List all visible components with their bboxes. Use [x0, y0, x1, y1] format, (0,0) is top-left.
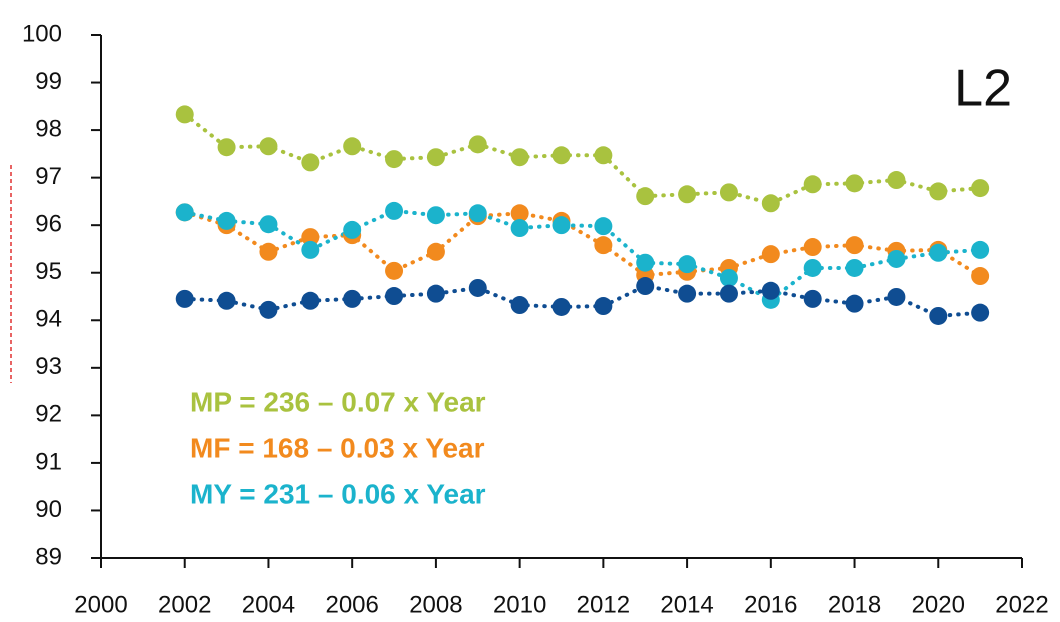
- data-point: [761, 281, 780, 300]
- data-point: [175, 105, 194, 124]
- data-point: [719, 268, 738, 287]
- data-point: [468, 204, 487, 223]
- y-tick-label: 90: [35, 496, 62, 523]
- data-point: [845, 236, 864, 255]
- data-point: [971, 303, 990, 322]
- data-point: [468, 278, 487, 297]
- y-tick-label: 95: [35, 258, 62, 285]
- data-point: [259, 215, 278, 234]
- data-point: [845, 294, 864, 313]
- y-tick-label: 96: [35, 211, 62, 238]
- data-point: [175, 203, 194, 222]
- data-point: [761, 194, 780, 213]
- data-point: [594, 146, 613, 165]
- x-tick-label: 2018: [828, 591, 881, 618]
- y-tick-label: 98: [35, 115, 62, 142]
- data-point: [887, 287, 906, 306]
- data-point: [929, 243, 948, 262]
- data-point: [845, 258, 864, 277]
- data-point: [343, 137, 362, 156]
- y-tick-label: 99: [35, 68, 62, 95]
- y-tick-label: 100: [22, 20, 62, 47]
- data-point: [426, 206, 445, 225]
- data-point: [552, 146, 571, 165]
- data-point: [971, 179, 990, 198]
- data-point: [259, 242, 278, 261]
- data-point: [510, 296, 529, 315]
- data-point: [301, 291, 320, 310]
- y-tick-label: 91: [35, 448, 62, 475]
- data-point: [803, 289, 822, 308]
- data-point: [343, 220, 362, 239]
- data-point: [343, 289, 362, 308]
- data-point: [301, 240, 320, 259]
- data-point: [426, 148, 445, 167]
- y-tick-label: 93: [35, 353, 62, 380]
- data-point: [385, 287, 404, 306]
- data-point: [678, 255, 697, 274]
- data-point: [719, 284, 738, 303]
- data-point: [510, 219, 529, 238]
- equation-annotation: MY = 231 – 0.06 x Year: [190, 478, 486, 509]
- data-point: [971, 240, 990, 259]
- data-point: [510, 204, 529, 223]
- y-tick-label: 92: [35, 401, 62, 428]
- data-point: [929, 182, 948, 201]
- y-tick-label: 97: [35, 163, 62, 190]
- y-tick-label: 94: [35, 306, 62, 333]
- data-point: [385, 261, 404, 280]
- data-point: [552, 216, 571, 235]
- panel-label: L2: [954, 60, 1012, 118]
- data-point: [678, 185, 697, 204]
- data-point: [217, 211, 236, 230]
- data-point: [678, 284, 697, 303]
- x-tick-label: 2000: [74, 591, 127, 618]
- data-point: [887, 249, 906, 268]
- x-tick-label: 2020: [912, 591, 965, 618]
- data-point: [887, 171, 906, 190]
- data-point: [259, 300, 278, 319]
- x-tick-label: 2004: [242, 591, 295, 618]
- data-point: [803, 238, 822, 257]
- data-point: [803, 258, 822, 277]
- data-point: [468, 135, 487, 154]
- x-tick-label: 2008: [409, 591, 462, 618]
- data-point: [845, 174, 864, 193]
- x-tick-label: 2014: [660, 591, 713, 618]
- data-point: [636, 187, 655, 206]
- data-point: [385, 150, 404, 169]
- data-point: [175, 289, 194, 308]
- data-point: [510, 148, 529, 167]
- data-point: [594, 236, 613, 255]
- data-point: [301, 228, 320, 247]
- x-tick-label: 2010: [493, 591, 546, 618]
- x-tick-label: 2002: [158, 591, 211, 618]
- data-point: [803, 175, 822, 194]
- data-point: [636, 253, 655, 272]
- x-tick-label: 2016: [744, 591, 797, 618]
- data-point: [971, 267, 990, 286]
- equation-annotation: MF = 168 – 0.03 x Year: [190, 432, 485, 463]
- data-point: [301, 153, 320, 172]
- data-point: [426, 284, 445, 303]
- data-point: [259, 137, 278, 156]
- data-point: [385, 201, 404, 220]
- equation-annotation: MP = 236 – 0.07 x Year: [190, 386, 486, 417]
- data-point: [636, 277, 655, 296]
- x-tick-label: 2022: [995, 591, 1048, 618]
- data-point: [929, 306, 948, 325]
- y-tick-label: 89: [35, 543, 62, 570]
- data-point: [594, 297, 613, 316]
- data-point: [217, 138, 236, 157]
- x-tick-label: 2012: [577, 591, 630, 618]
- data-point: [594, 217, 613, 236]
- data-point: [719, 183, 738, 202]
- data-point: [761, 245, 780, 264]
- x-tick-label: 2006: [325, 591, 378, 618]
- data-point: [552, 297, 571, 316]
- data-point: [426, 242, 445, 261]
- data-point: [217, 291, 236, 310]
